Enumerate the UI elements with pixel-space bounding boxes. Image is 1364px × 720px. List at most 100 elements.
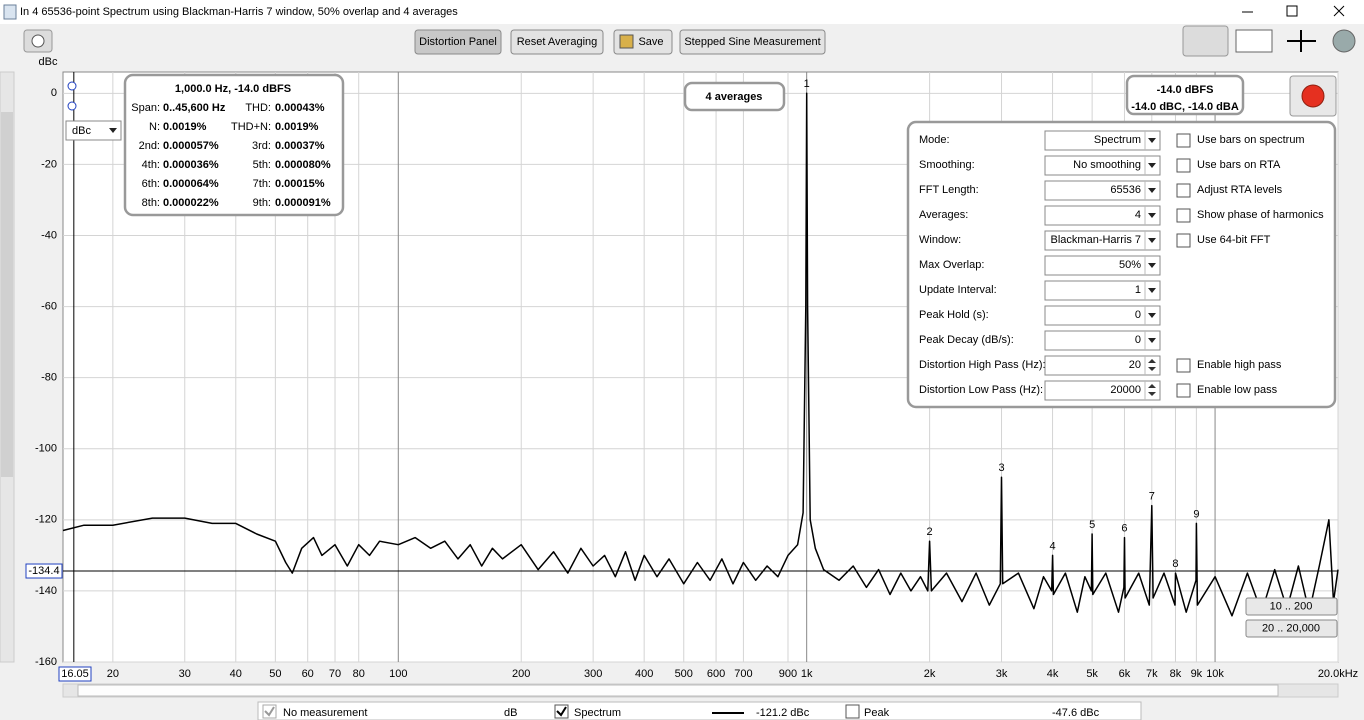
dropdown-arrow[interactable]	[1148, 163, 1156, 168]
legend-bar	[257, 701, 1142, 720]
toolbar-button-label: Distortion Panel	[419, 36, 497, 48]
spinner[interactable]	[1148, 359, 1156, 371]
close[interactable]	[1333, 5, 1345, 17]
dropdown-arrow[interactable]	[1148, 313, 1156, 318]
setting-field[interactable]	[1044, 305, 1161, 326]
x-tick-label: 5k	[1086, 668, 1098, 680]
y-tick-label: -80	[41, 372, 57, 384]
x-tick-label: 70	[329, 668, 341, 680]
setting-label: Smoothing:	[919, 159, 975, 171]
checkbox-label: Use bars on spectrum	[1197, 134, 1305, 146]
checkbox[interactable]	[1176, 233, 1191, 248]
dropdown-arrow	[109, 128, 117, 133]
setting-value: 20000	[1110, 384, 1141, 396]
settings-button[interactable]	[1332, 29, 1356, 53]
dropdown-arrow[interactable]	[1148, 288, 1156, 293]
info-value: 0.000036%	[163, 159, 219, 171]
setting-label: Averages:	[919, 209, 968, 221]
unit-dropdown[interactable]	[65, 120, 122, 141]
zoom-button[interactable]	[1245, 619, 1338, 638]
toolbar-button[interactable]	[414, 29, 502, 55]
checkbox-label: Show phase of harmonics	[1197, 209, 1324, 221]
info-label: 6th:	[142, 178, 160, 190]
fit-button[interactable]	[1287, 30, 1316, 52]
x-tick-label: 2k	[924, 668, 936, 680]
setting-field[interactable]	[1044, 255, 1161, 276]
toolbar-button[interactable]	[679, 29, 826, 55]
setting-value: 20	[1129, 359, 1141, 371]
checkbox[interactable]	[1176, 208, 1191, 223]
zoom-icon[interactable]	[67, 101, 77, 111]
x-tick-label: 6k	[1119, 668, 1131, 680]
info-label: 9th:	[253, 197, 271, 209]
toolbar-button[interactable]	[510, 29, 604, 55]
x-tick-label: 60	[302, 668, 314, 680]
x-tick-label: 3k	[996, 668, 1008, 680]
y-axis-label: dBc	[39, 56, 58, 68]
averages-text: 4 averages	[706, 91, 763, 103]
spinner[interactable]	[1148, 384, 1156, 396]
h-scroll-thumb[interactable]	[77, 684, 1279, 697]
zoom-button[interactable]	[1245, 597, 1338, 616]
level-box	[1125, 74, 1245, 116]
setting-field[interactable]	[1044, 155, 1161, 176]
legend-checkbox[interactable]	[845, 704, 860, 719]
zoom-button-label: 20 .. 20,000	[1262, 622, 1320, 634]
table-button[interactable]	[1235, 29, 1273, 53]
checkbox[interactable]	[1176, 158, 1191, 173]
info-value: 0.0019%	[163, 121, 207, 133]
setting-label: Peak Hold (s):	[919, 309, 989, 321]
toolbar-button-label: Stepped Sine Measurement	[684, 36, 820, 48]
info-label: 3rd:	[252, 140, 271, 152]
checkbox-label: Enable high pass	[1197, 359, 1282, 371]
dropdown-arrow[interactable]	[1148, 338, 1156, 343]
info-label: THD+N:	[231, 121, 271, 133]
x-tick-label: 700	[734, 668, 752, 680]
info-panel	[123, 73, 345, 217]
info-value: 0.0019%	[275, 121, 319, 133]
legend-value: -121.2 dBc	[756, 707, 810, 719]
setting-field[interactable]	[1044, 280, 1161, 301]
checkbox[interactable]	[1176, 358, 1191, 373]
zoom-icon[interactable]	[67, 81, 77, 91]
setting-field[interactable]	[1044, 355, 1161, 376]
x-tick-label: 300	[584, 668, 602, 680]
checkbox[interactable]	[1176, 133, 1191, 148]
setting-field[interactable]	[1044, 330, 1161, 351]
y-tick-label: -160	[35, 656, 57, 668]
setting-field[interactable]	[1044, 180, 1161, 201]
setting-field[interactable]	[1044, 380, 1161, 401]
x-tick-label: 4k	[1047, 668, 1059, 680]
dropdown-arrow[interactable]	[1148, 188, 1156, 193]
setting-field[interactable]	[1044, 130, 1161, 151]
x-tick-label: 50	[269, 668, 281, 680]
maximize[interactable]	[1286, 5, 1298, 17]
x-tick-label: 200	[512, 668, 530, 680]
harmonic-label: 6	[1121, 523, 1127, 535]
cursor-x-box	[58, 666, 92, 682]
x-tick-label: 7k	[1146, 668, 1158, 680]
harmonic-label: 4	[1049, 540, 1055, 552]
dropdown-arrow[interactable]	[1148, 238, 1156, 243]
x-tick-label: 80	[353, 668, 365, 680]
x-tick-label: 9k	[1191, 668, 1203, 680]
dropdown-arrow[interactable]	[1148, 263, 1156, 268]
layout-button[interactable]	[1182, 25, 1229, 57]
setting-value: 1	[1135, 284, 1141, 296]
info-value: 0.000080%	[275, 159, 331, 171]
checkbox[interactable]	[1176, 183, 1191, 198]
dropdown-arrow[interactable]	[1148, 213, 1156, 218]
setting-field[interactable]	[1044, 230, 1161, 251]
cursor-y-box	[25, 563, 63, 579]
checkbox[interactable]	[1176, 383, 1191, 398]
setting-field[interactable]	[1044, 205, 1161, 226]
dropdown-arrow[interactable]	[1148, 138, 1156, 143]
info-header: 1,000.0 Hz, -14.0 dBFS	[175, 83, 291, 95]
v-scroll-thumb[interactable]	[1, 112, 13, 477]
harmonic-label: 8	[1172, 558, 1178, 570]
toolbar-button-label: Reset Averaging	[517, 36, 598, 48]
checkbox-label: Use 64-bit FFT	[1197, 234, 1271, 246]
unit-dropdown-value: dBc	[72, 125, 91, 137]
x-tick-label: 10k	[1206, 668, 1224, 680]
checkmark	[556, 706, 567, 717]
